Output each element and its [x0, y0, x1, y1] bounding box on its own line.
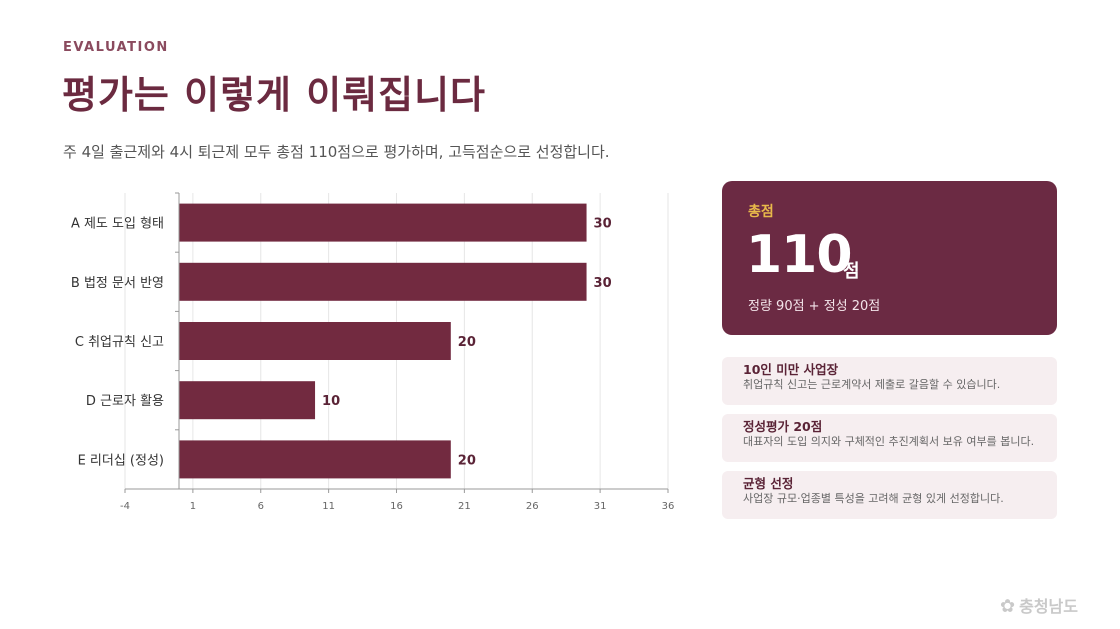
value-label: 30: [594, 217, 612, 232]
category-label: A 제도 도입 형태: [71, 217, 164, 232]
x-tick-label: 21: [458, 501, 471, 512]
score-bar-chart: -4 1 6 11 16 21 26 31 36A 제도 도입 형태 30B 법정 문서 반영 30…: [71, 192, 675, 512]
x-tick-label: 11: [322, 501, 335, 512]
x-tick-label: 6: [258, 501, 264, 512]
x-tick-label: 26: [526, 501, 539, 512]
bar: [179, 381, 316, 420]
x-tick-label: 1: [190, 501, 196, 512]
x-tick-label: 16: [390, 501, 403, 512]
total-score-breakdown: 정량 90점 + 정성 20점: [748, 299, 881, 314]
category-label: C 취업규칙 신고: [75, 335, 164, 350]
bar: [179, 262, 587, 301]
value-label: 30: [594, 276, 612, 291]
total-score-label: 총점: [748, 204, 774, 220]
note-text: 취업규칙 신고는 근로계약서 제출로 갈음할 수 있습니다.: [743, 378, 1001, 391]
chart-axes: -4 1 6 11 16 21 26 31 36A 제도 도입 형태 30B 법정 문서 반영 30…: [71, 192, 675, 512]
value-label: 10: [322, 394, 340, 409]
page-title: 평가는 이렇게 이뤄집니다: [62, 73, 487, 117]
x-tick-label: 36: [662, 501, 675, 512]
section-eyebrow: EVALUATION: [63, 40, 169, 55]
page-subtitle: 주 4일 출근제와 4시 퇴근제 모두 총점 110점으로 평가하며, 고득점순…: [63, 143, 610, 161]
total-score-value: 110: [746, 225, 853, 285]
category-label: B 법정 문서 반영: [71, 276, 164, 291]
bar: [179, 440, 451, 479]
value-label: 20: [458, 335, 476, 350]
flower-logo-icon: ✿: [1000, 596, 1016, 617]
bar: [179, 322, 451, 360]
note-text: 사업장 규모·업종별 특성을 고려해 균형 있게 선정합니다.: [743, 492, 1004, 505]
note-balanced-selection: 균형 선정 사업장 규모·업종별 특성을 고려해 균형 있게 선정합니다.: [722, 471, 1057, 519]
total-score-unit: 점: [843, 261, 860, 282]
category-label: E 리더십 (정성): [78, 453, 164, 468]
note-title: 정성평가 20점: [743, 419, 823, 434]
note-title: 균형 선정: [743, 476, 794, 491]
total-score-card: 총점 110 점 정량 90점 + 정성 20점: [722, 181, 1057, 335]
value-label: 20: [458, 453, 476, 468]
watermark-text: 충청남도: [1019, 597, 1078, 616]
note-small-business: 10인 미만 사업장 취업규칙 신고는 근로계약서 제출로 갈음할 수 있습니다…: [722, 357, 1057, 405]
category-label: D 근로자 활용: [86, 394, 164, 409]
chart-bars: [179, 203, 587, 479]
x-tick-label: -4: [120, 501, 130, 512]
note-title: 10인 미만 사업장: [743, 362, 839, 377]
note-qualitative: 정성평가 20점 대표자의 도입 의지와 구체적인 추진계획서 보유 여부를 봅…: [722, 414, 1057, 462]
bar: [179, 203, 587, 242]
x-tick-label: 31: [594, 501, 607, 512]
chungnam-watermark: ✿ 충청남도: [1000, 593, 1078, 617]
note-text: 대표자의 도입 의지와 구체적인 추진계획서 보유 여부를 봅니다.: [743, 435, 1035, 448]
